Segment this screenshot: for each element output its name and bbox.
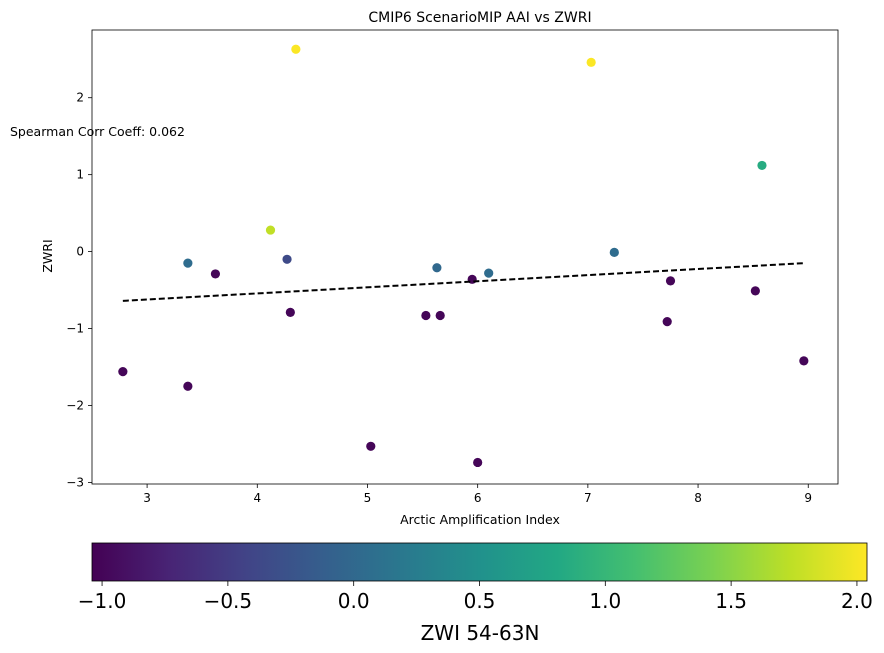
- scatter-point: [750, 286, 760, 296]
- scatter-point: [118, 367, 128, 377]
- x-tick-label: 6: [474, 491, 482, 505]
- y-axis-label: ZWRI: [40, 239, 55, 272]
- colorbar-ticks: −1.0 −0.5 0.0 0.5 1.0 1.5 2.0: [78, 581, 873, 613]
- scatter-point: [609, 247, 619, 257]
- y-tick-label: −3: [66, 475, 84, 489]
- x-axis-label: Arctic Amplification Index: [400, 512, 560, 527]
- scatter-point: [366, 441, 376, 451]
- y-tick-label: −1: [66, 322, 84, 336]
- scatter-point: [662, 317, 672, 327]
- y-tick-label: 2: [76, 91, 84, 105]
- scatter-point: [473, 457, 483, 468]
- scatter-point: [282, 254, 292, 264]
- scatter-point: [665, 276, 676, 286]
- x-tick-label: 8: [694, 491, 702, 505]
- scatter-point: [285, 307, 295, 318]
- scatter-point: [799, 356, 809, 366]
- scatter-point: [421, 310, 431, 321]
- colorbar-tick-label: 0.0: [338, 589, 370, 613]
- colorbar-tick-label: 1.5: [715, 589, 747, 613]
- chart-title: CMIP6 ScenarioMIP AAI vs ZWRI: [368, 10, 591, 26]
- colorbar-tick-label: 2.0: [841, 589, 873, 613]
- scatter-point: [183, 381, 193, 391]
- x-tick-label: 5: [364, 491, 372, 505]
- colorbar: [91, 542, 868, 582]
- y-tick-label: 1: [76, 168, 84, 182]
- axes-frame: [91, 29, 839, 485]
- colorbar-tick-label: −1.0: [78, 589, 127, 613]
- scatter-point: [432, 263, 442, 273]
- x-tick-label: 4: [253, 491, 261, 505]
- scatter-point: [265, 225, 276, 235]
- scatter-point: [291, 44, 301, 54]
- colorbar-label: ZWI 54-63N: [421, 621, 540, 645]
- x-tick-label: 3: [143, 491, 151, 505]
- trend-line: [122, 262, 804, 302]
- scatter-point: [757, 160, 767, 171]
- correlation-annotation: Spearman Corr Coeff: 0.062: [10, 124, 185, 139]
- x-tick-label: 9: [804, 491, 812, 505]
- scatter-point: [435, 310, 445, 321]
- colorbar-tick-label: 0.5: [464, 589, 496, 613]
- plot-area: 3 4 5 6 7 8 9 −3 −2 −1 0 1 2: [66, 29, 839, 505]
- colorbar-tick-label: −0.5: [204, 589, 253, 613]
- y-tick-label: −2: [66, 399, 84, 413]
- colorbar-tick-label: 1.0: [589, 589, 621, 613]
- scatter-point: [183, 258, 193, 268]
- scatter-point: [210, 269, 221, 279]
- scatter-point: [484, 268, 494, 278]
- x-tick-label: 7: [584, 491, 592, 505]
- y-tick-label: 0: [76, 245, 84, 259]
- scatter-point: [586, 57, 596, 67]
